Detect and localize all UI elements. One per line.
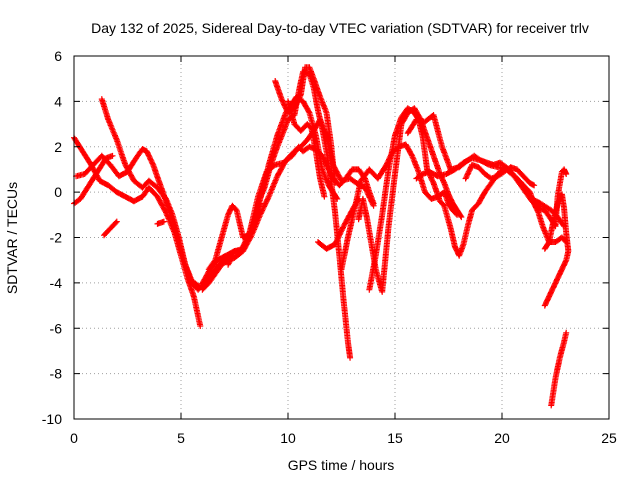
series-markers: [462, 161, 538, 189]
series-track-9: [225, 143, 377, 268]
series-markers: [355, 105, 465, 295]
y-axis-ticks: -10 -8 -6 -4 -2 0 2 4 6: [42, 48, 609, 427]
y-tick-label: -4: [50, 275, 63, 291]
series-track-20: [541, 191, 572, 309]
series-markers: [101, 218, 120, 239]
x-tick-label: 15: [387, 430, 403, 446]
y-tick-label: -2: [50, 230, 63, 246]
x-tick-label: 5: [177, 430, 185, 446]
y-tick-label: -8: [50, 366, 63, 382]
series-markers: [225, 143, 377, 268]
y-tick-label: 4: [54, 93, 62, 109]
chart-title: Day 132 of 2025, Sidereal Day-to-day VTE…: [91, 20, 589, 36]
x-axis-ticks: 0 5 10 15 20 25: [70, 56, 617, 446]
series-markers: [541, 191, 572, 309]
x-tick-label: 10: [280, 430, 296, 446]
series-markers: [154, 218, 167, 227]
series-track-6: [154, 218, 167, 227]
series-track-11: [272, 64, 339, 187]
y-axis-label: SDTVAR / TECUs: [4, 182, 20, 294]
y-tick-label: 2: [54, 139, 62, 155]
series-markers: [285, 98, 328, 200]
series-markers: [272, 64, 339, 187]
x-tick-label: 25: [601, 430, 617, 446]
series-track-19: [462, 161, 538, 189]
series-track-12: [285, 98, 328, 200]
y-tick-label: -6: [50, 320, 63, 336]
series-track-21: [548, 329, 570, 409]
series-track-15: [355, 105, 465, 295]
series-track-5: [101, 218, 120, 239]
y-tick-label: -10: [42, 411, 62, 427]
x-axis-label: GPS time / hours: [288, 457, 395, 473]
x-tick-label: 20: [494, 430, 510, 446]
data-points: [71, 64, 572, 409]
y-tick-label: 0: [54, 184, 62, 200]
series-markers: [548, 329, 570, 409]
y-tick-label: 6: [54, 48, 62, 64]
x-tick-label: 0: [70, 430, 78, 446]
